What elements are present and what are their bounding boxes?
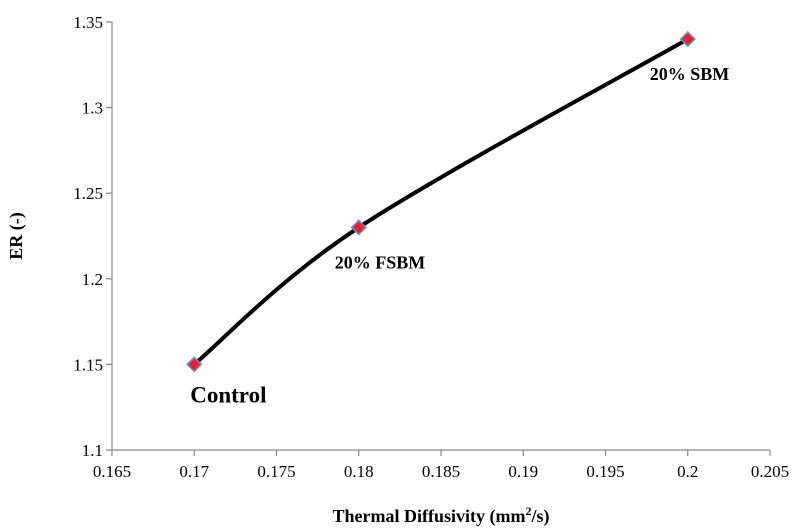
data-point-label: Control: [190, 382, 266, 407]
x-tick-label: 0.185: [422, 462, 460, 481]
data-point-label: 20% FSBM: [335, 252, 426, 272]
y-tick-label: 1.15: [73, 355, 103, 374]
y-tick-label: 1.25: [73, 184, 103, 203]
data-point-marker: [679, 30, 696, 48]
x-tick-label: 0.17: [179, 462, 209, 481]
x-tick-label: 0.165: [93, 462, 131, 481]
x-tick-label: 0.205: [751, 462, 789, 481]
x-axis-title-superscript: 2: [525, 504, 531, 518]
series-layer: [192, 37, 690, 367]
x-tick-label: 0.19: [508, 462, 538, 481]
series-line: [192, 37, 690, 367]
x-axis-title-tail: /s): [530, 506, 549, 527]
y-tick-label: 1.2: [82, 270, 103, 289]
x-tick-label: 0.18: [344, 462, 374, 481]
data-point-marker: [186, 356, 203, 373]
x-tick-label: 0.195: [586, 462, 624, 481]
x-tick-label: 0.175: [257, 462, 295, 481]
y-axis-title: ER (-): [6, 212, 27, 260]
x-tick-label: 0.2: [677, 462, 698, 481]
x-ticks: 0.165 0.17 0.175 0.18 0.185 0.19 0.195 0.2 0.205: [93, 450, 789, 481]
y-tick-label: 1.35: [73, 13, 103, 32]
markers-layer: [186, 30, 696, 373]
y-ticks: 1.1 1.15 1.2 1.25 1.3 1.35: [73, 13, 112, 460]
data-point-marker: [350, 219, 367, 236]
point-labels: Control 20% FSBM 20% SBM: [190, 64, 729, 407]
y-tick-label: 1.3: [82, 99, 103, 118]
x-axis-title-main: Thermal Diffusivity (mm: [333, 506, 526, 527]
y-tick-label: 1.1: [82, 441, 103, 460]
x-axis-title: Thermal Diffusivity (mm2/s): [333, 504, 550, 527]
data-point-label: 20% SBM: [650, 64, 730, 84]
